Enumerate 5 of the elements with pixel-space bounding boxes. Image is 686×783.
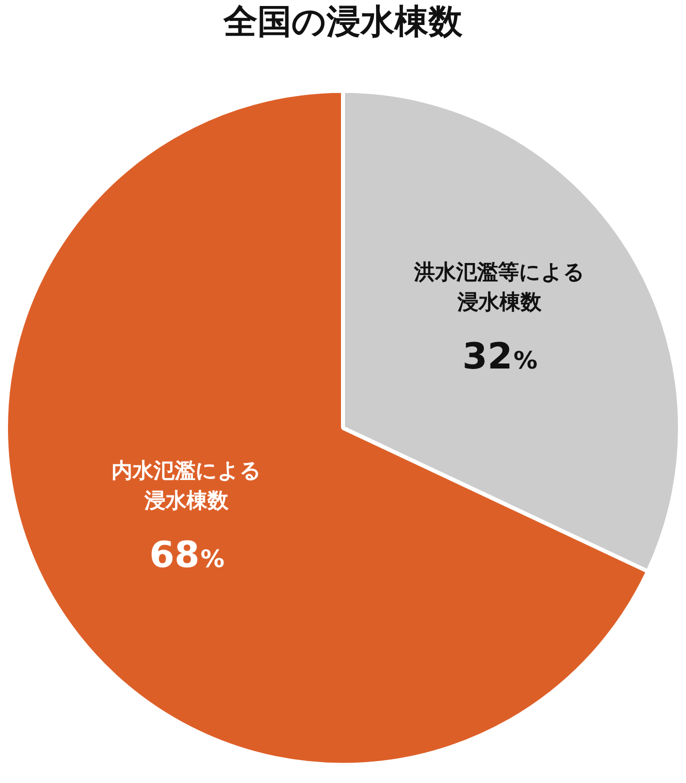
slice-label: 内水氾濫による浸水棟数 xyxy=(112,458,262,513)
chart-title: 全国の浸水棟数 xyxy=(222,2,464,42)
data-label: 32% xyxy=(462,336,538,378)
slice-label: 洪水氾濫等による浸水棟数 xyxy=(412,260,585,314)
data-label: 68% xyxy=(149,535,225,576)
